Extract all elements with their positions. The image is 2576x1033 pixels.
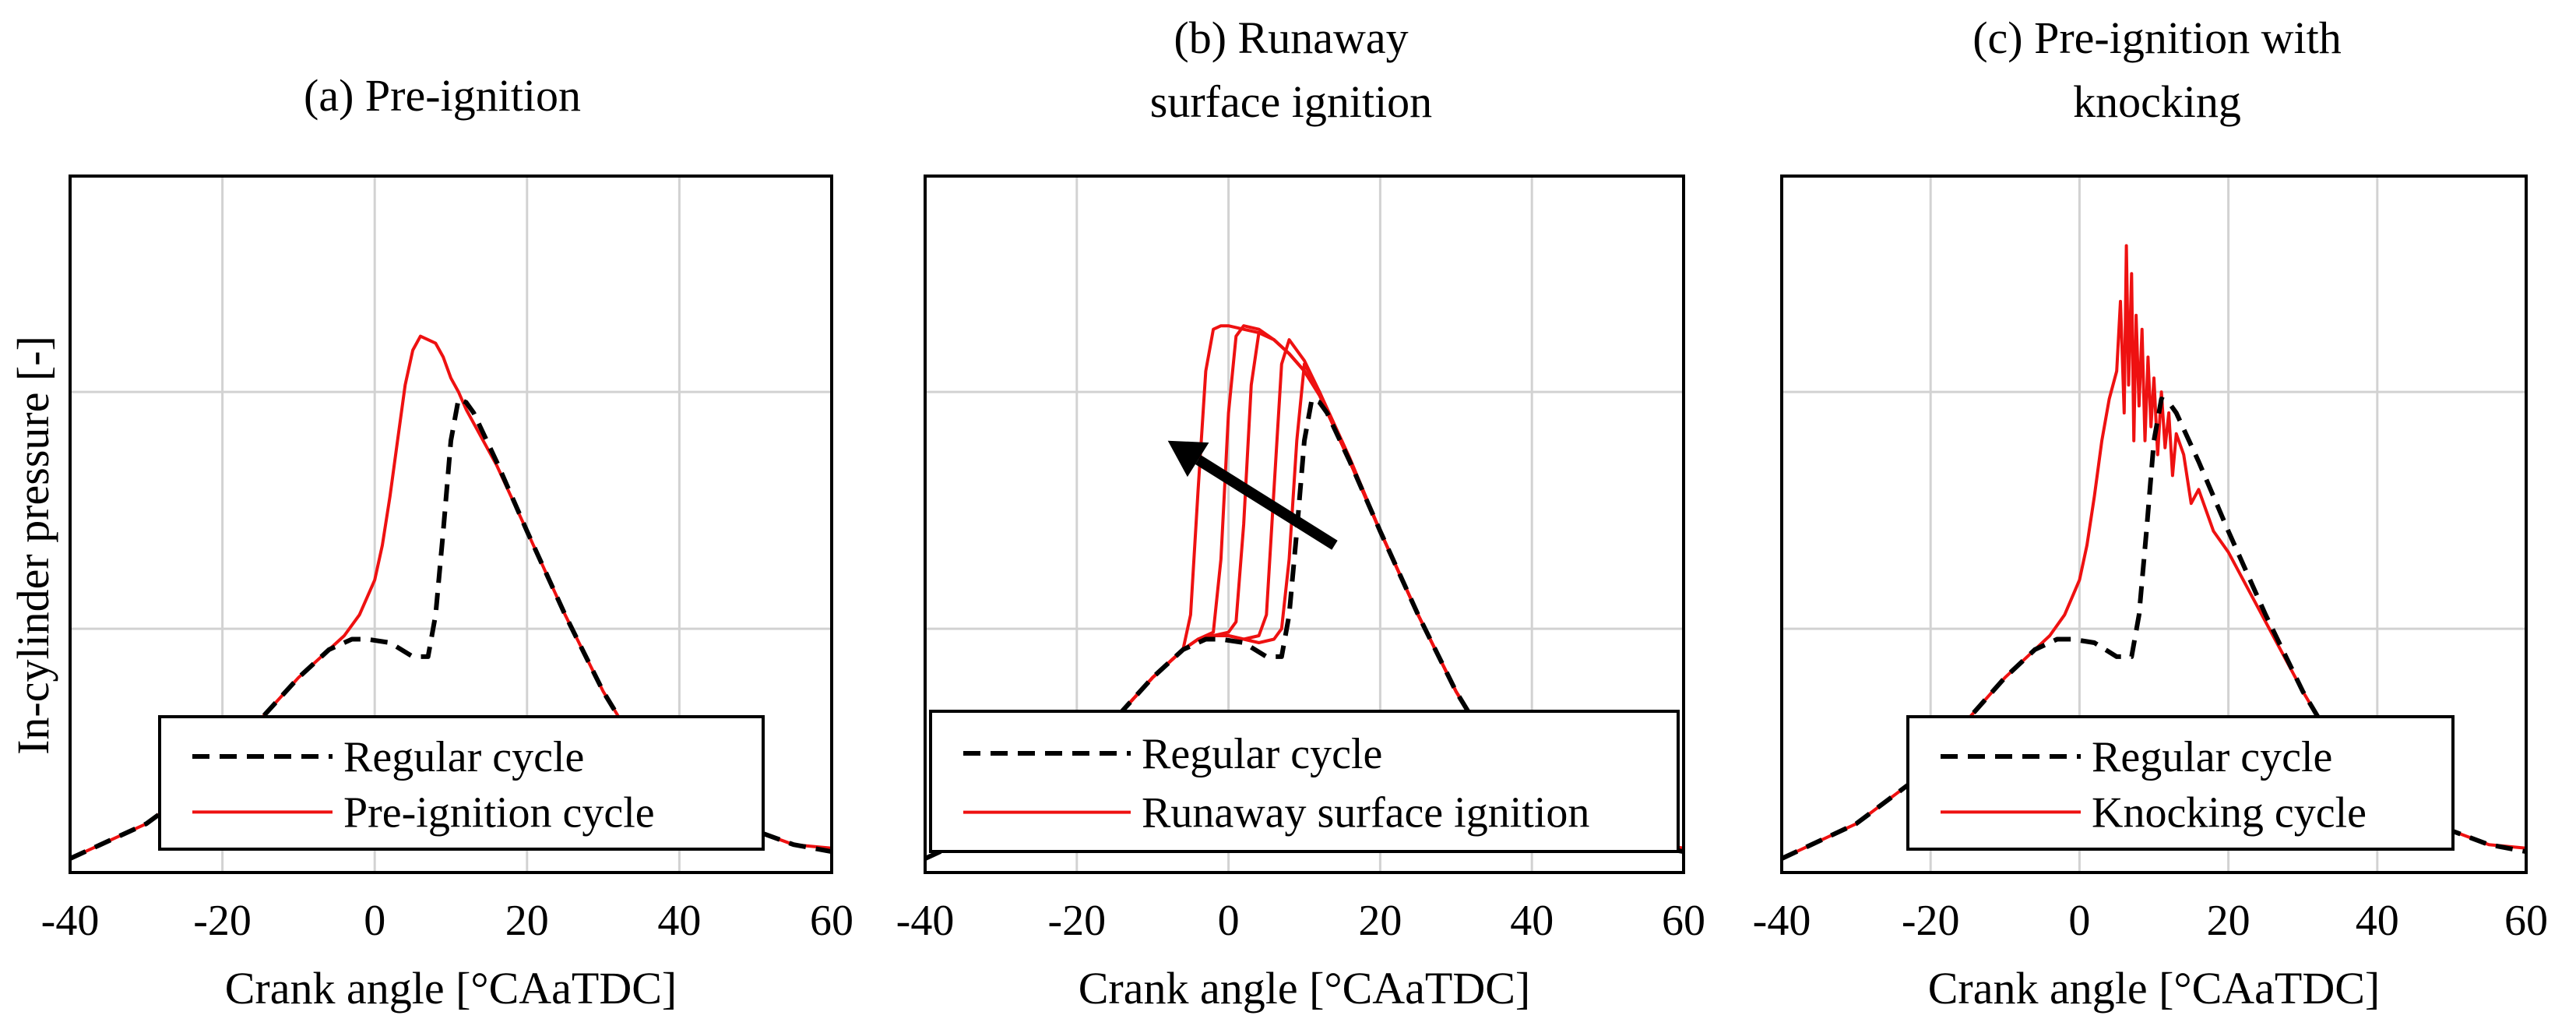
legend-label: Regular cycle: [2092, 733, 2332, 781]
x-tick-label: 0: [364, 897, 385, 945]
legend-label: Pre-ignition cycle: [343, 788, 655, 837]
legend-label: Regular cycle: [343, 733, 584, 781]
chart-title-c: (c) Pre-ignition with: [1972, 12, 2342, 63]
chart-title-c: knocking: [2073, 76, 2241, 127]
chart-panel-a: -40 -20 0 20 40 60 Crank angle [°CAaTDC] (a) Pr…: [41, 70, 853, 1014]
x-tick-label: -40: [41, 897, 100, 945]
legend-label: Runaway surface ignition: [1142, 789, 1589, 837]
x-tick-label: 20: [1358, 897, 1402, 945]
arrow-annotation: [1167, 440, 1338, 550]
x-tick-label: 40: [657, 897, 701, 945]
x-tick-label: 60: [810, 897, 853, 945]
chart-title-b: (b) Runaway: [1174, 12, 1408, 63]
legend-c: Regular cycle Knocking cycle: [1906, 715, 2455, 851]
legend-label: Knocking cycle: [2092, 788, 2367, 837]
chart-panel-b: -40 -20 0 20 40 60 Crank angle [°CAaTDC] (b) Ru…: [896, 12, 1705, 1014]
x-tick-label: -20: [1902, 897, 1960, 945]
legend-a: Regular cycle Pre-ignition cycle: [158, 715, 765, 851]
chart-panel-c: -40 -20 0 20 40 60 Crank angle [°CAaTDC] (c) Pr…: [1753, 12, 2548, 1014]
x-tick-label: -40: [896, 897, 955, 945]
series-line-b-0: [925, 397, 1684, 861]
plot-frame-a: [69, 175, 833, 874]
plot-frame-c: [1780, 175, 2528, 874]
x-tick-label: -20: [1047, 897, 1106, 945]
y-axis-label: In-cylinder pressure [-]: [8, 336, 58, 755]
x-tick-label: 40: [2356, 897, 2399, 945]
series-line-a-0: [70, 397, 832, 861]
x-tick-label: 20: [2207, 897, 2250, 945]
series-line-c-1: [1782, 244, 2526, 861]
plot-frame-b: [924, 175, 1685, 874]
x-tick-label: -20: [193, 897, 252, 945]
chart-title-a: (a) Pre-ignition: [304, 70, 581, 121]
chart-title-b: surface ignition: [1150, 76, 1432, 127]
x-tick-label: 0: [2068, 897, 2090, 945]
x-tick-label: 40: [1510, 897, 1554, 945]
x-axis-label-c: Crank angle [°CAaTDC]: [1928, 963, 2380, 1014]
legend-b: Regular cycle Runaway surface ignition: [929, 710, 1680, 853]
x-tick-label: 20: [505, 897, 549, 945]
x-tick-label: 60: [2504, 897, 2548, 945]
x-axis-label-a: Crank angle [°CAaTDC]: [225, 963, 677, 1014]
x-axis-label-b: Crank angle [°CAaTDC]: [1079, 963, 1530, 1014]
x-tick-label: -40: [1753, 897, 1811, 945]
x-tick-label: 0: [1218, 897, 1240, 945]
x-tick-label: 60: [1662, 897, 1705, 945]
legend-label: Regular cycle: [1142, 730, 1382, 778]
